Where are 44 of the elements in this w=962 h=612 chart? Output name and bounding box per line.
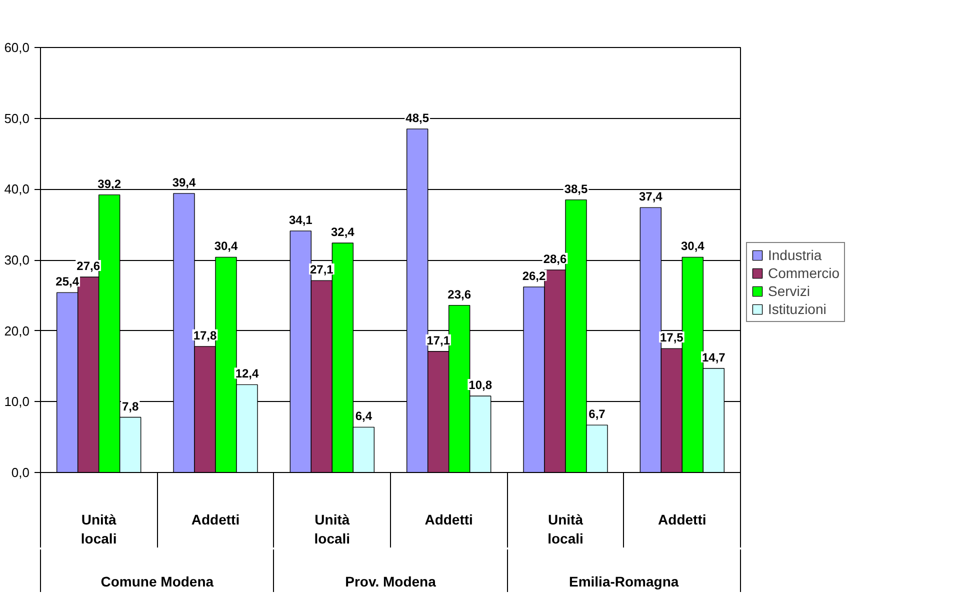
data-label: 10,8 (468, 378, 492, 392)
y-tick-label: 50,0 (4, 110, 30, 126)
data-label: 17,1 (426, 333, 450, 348)
x-tick-label: Addetti (191, 512, 240, 528)
data-label: 12,4 (235, 366, 260, 381)
x-tick-label: Addetti (658, 512, 706, 528)
data-label: 32,4 (330, 225, 355, 239)
y-tick-label: 60,0 (4, 40, 30, 55)
data-label: 7,8 (122, 399, 139, 414)
data-label: 28,6 (543, 252, 568, 266)
data-label: 27,1 (310, 262, 334, 277)
data-label: 23,6 (448, 287, 472, 302)
y-tick-label: 20,0 (4, 323, 30, 338)
data-label: 30,4 (214, 239, 238, 254)
data-label: 38,5 (564, 182, 588, 196)
data-label: 39,4 (172, 175, 196, 190)
x-tick-label: Unità locali (548, 512, 584, 547)
data-label: 27,6 (76, 259, 100, 273)
legend-label: Industria (768, 247, 822, 263)
data-label: 17,8 (193, 328, 218, 342)
data-label: 17,5 (660, 330, 684, 345)
data-label: 14,7 (702, 350, 726, 364)
legend-label: Commercio (768, 265, 840, 281)
x-tick-label: Unità locali (80, 512, 117, 547)
legend-label: Servizi (768, 283, 810, 299)
text: Emilia-Romagna (568, 574, 679, 590)
data-label: 37,4 (638, 190, 663, 204)
y-tick-label: 40,0 (4, 182, 30, 197)
x-tick-label: Unità locali (314, 512, 350, 547)
y-tick-label: 0,0 (11, 465, 30, 480)
data-label: 25,4 (56, 274, 80, 289)
data-label: 30,4 (680, 239, 705, 254)
y-tick-label: 10,0 (4, 394, 30, 410)
data-label: 34,1 (288, 212, 313, 227)
text: Prov. Modena (345, 574, 436, 590)
data-label: 39,2 (98, 176, 122, 191)
x-tick-label: Addetti (424, 512, 473, 528)
text: Comune Modena (100, 574, 214, 590)
y-tick-label: 30,0 (4, 252, 30, 268)
data-label: 6,7 (588, 407, 606, 422)
data-label: 6,4 (355, 409, 372, 424)
legend-label: Istituzioni (768, 301, 826, 317)
data-label: 26,2 (522, 268, 546, 283)
data-label: 48,5 (406, 110, 430, 125)
